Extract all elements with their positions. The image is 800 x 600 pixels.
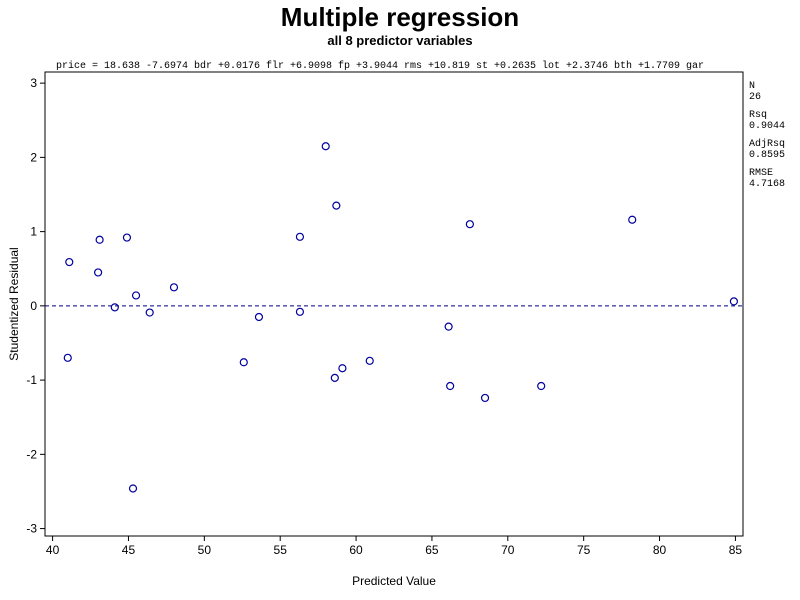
data-point xyxy=(444,322,453,331)
y-tick-label: 3 xyxy=(30,76,37,90)
data-point xyxy=(94,268,103,277)
x-tick-label: 65 xyxy=(425,543,439,557)
stat-label: RMSE xyxy=(749,168,774,179)
data-point xyxy=(330,373,339,382)
data-point xyxy=(254,312,264,322)
x-tick-label: 75 xyxy=(577,543,591,557)
data-point xyxy=(537,381,546,391)
x-tick-label: 55 xyxy=(274,543,288,557)
data-point xyxy=(338,364,347,373)
stat-label: Rsq xyxy=(749,110,768,121)
x-axis-label: Predicted Value xyxy=(352,574,436,588)
y-tick-label: 0 xyxy=(30,299,37,313)
y-axis-label: Studentized Residual xyxy=(7,247,21,360)
x-tick-label: 50 xyxy=(198,543,212,557)
data-point xyxy=(239,358,248,367)
data-point xyxy=(365,356,374,365)
stat-adjrsq: AdjRsq 0.8595 xyxy=(749,139,785,161)
data-point xyxy=(169,283,179,292)
data-point xyxy=(628,215,637,224)
stat-rsq: Rsq 0.9044 xyxy=(749,110,785,132)
stat-label: AdjRsq xyxy=(749,139,786,150)
data-point xyxy=(321,142,330,151)
stat-value: 4.7168 xyxy=(749,179,786,190)
y-tick-label: -3 xyxy=(26,522,37,536)
x-tick-label: 85 xyxy=(729,543,743,557)
y-tick-label: -1 xyxy=(26,373,37,387)
x-tick-label: 60 xyxy=(349,543,363,557)
data-point xyxy=(122,233,132,242)
x-tick-label: 40 xyxy=(46,543,60,557)
data-point xyxy=(65,257,74,267)
stat-value: 0.9044 xyxy=(749,121,786,132)
data-point xyxy=(110,303,119,312)
y-tick-label: 1 xyxy=(30,225,37,239)
data-point xyxy=(480,393,490,403)
chart-subtitle: all 8 predictor variables xyxy=(327,33,473,48)
chart-title: Multiple regression xyxy=(280,2,520,32)
stat-rmse: RMSE 4.7168 xyxy=(749,168,785,190)
y-tick-label: -2 xyxy=(26,447,37,461)
data-point xyxy=(295,232,305,241)
plot-frame xyxy=(44,71,744,537)
stat-n: N 26 xyxy=(749,81,785,103)
x-tick-label: 45 xyxy=(122,543,136,557)
fit-statistics: N 26 Rsq 0.9044 AdjRsq 0.8595 RMSE 4.7168 xyxy=(749,81,785,197)
data-point xyxy=(131,291,141,300)
x-tick-label: 80 xyxy=(653,543,667,557)
stat-label: N xyxy=(749,81,756,92)
x-tick-label: 70 xyxy=(501,543,515,557)
y-tick-label: 2 xyxy=(30,150,37,164)
stat-value: 0.8595 xyxy=(749,150,786,161)
data-point xyxy=(465,220,474,229)
data-point xyxy=(145,308,154,317)
data-point xyxy=(95,235,104,244)
data-point xyxy=(295,307,305,316)
regression-equation: price = 18.638 -7.6974 bdr +0.0176 flr +… xyxy=(55,61,705,72)
stat-value: 26 xyxy=(749,92,762,103)
data-point xyxy=(446,381,455,391)
data-point xyxy=(332,201,341,210)
data-point xyxy=(729,297,738,306)
data-point xyxy=(63,353,72,362)
data-point xyxy=(128,484,138,493)
